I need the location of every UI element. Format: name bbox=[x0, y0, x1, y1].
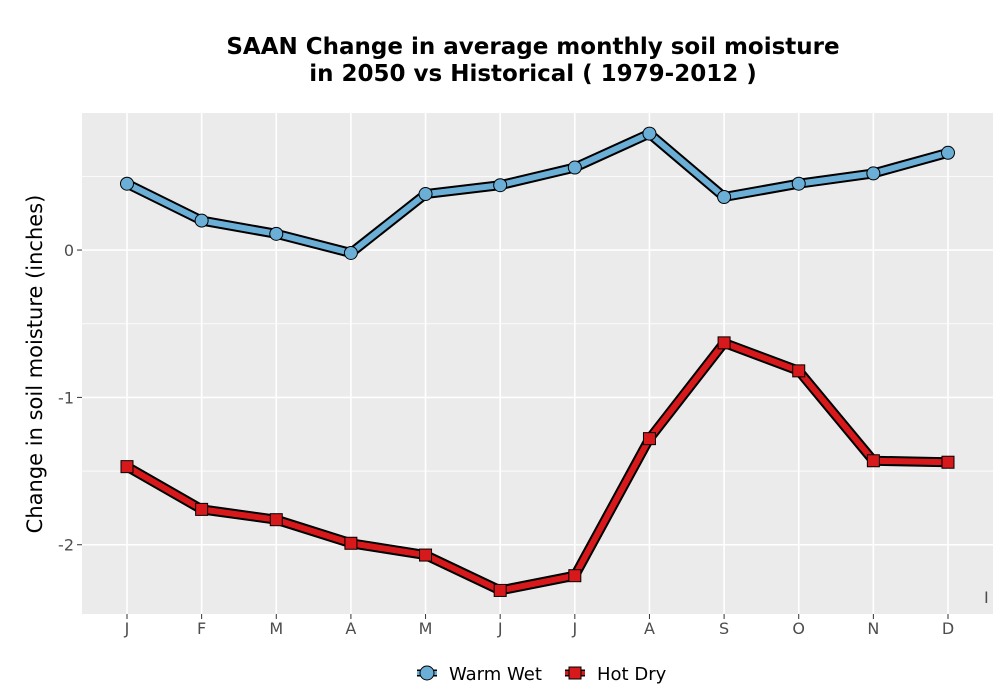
legend: Warm Wet Hot Dry bbox=[417, 664, 667, 685]
legend-warm-wet-label: Warm Wet bbox=[449, 664, 542, 685]
legend-warm-wet-marker bbox=[419, 665, 435, 681]
warm-wet-point bbox=[120, 176, 134, 191]
warm-wet-point bbox=[343, 245, 358, 260]
x-tick-label: N bbox=[867, 619, 879, 638]
warm-wet-point bbox=[493, 178, 508, 193]
hot-dry-point bbox=[419, 548, 433, 562]
warm-wet-point bbox=[269, 226, 284, 241]
legend-hot-dry-label: Hot Dry bbox=[597, 664, 667, 685]
warm-wet-point bbox=[194, 213, 209, 228]
hot-dry-point bbox=[568, 569, 582, 583]
x-tick-label: M bbox=[419, 619, 433, 638]
series-layer bbox=[120, 126, 955, 597]
warm-wet-line bbox=[124, 130, 951, 256]
hot-dry-point bbox=[941, 455, 955, 469]
x-tick-label: M bbox=[269, 619, 283, 638]
x-tick-label: A bbox=[345, 619, 356, 638]
hot-dry-line bbox=[124, 339, 951, 594]
warm-wet-point bbox=[642, 126, 657, 141]
y-axis-title: Change in soil moisture (inches) bbox=[23, 195, 47, 534]
axis-ticks: 0 -1 -2 J F M A M J J A S O N D bbox=[58, 241, 954, 638]
hot-dry-point bbox=[120, 460, 134, 474]
x-tick-label: S bbox=[719, 619, 729, 638]
plot-panel bbox=[82, 113, 993, 614]
hot-dry-point bbox=[269, 513, 283, 527]
x-tick-label: A bbox=[644, 619, 655, 638]
hot-dry-point bbox=[344, 536, 358, 550]
x-tick-label: J bbox=[497, 619, 503, 638]
x-tick-label: O bbox=[792, 619, 805, 638]
x-tick-label: D bbox=[942, 619, 954, 638]
hot-dry-point bbox=[866, 454, 880, 468]
warm-wet-point bbox=[941, 145, 955, 160]
x-tick-label: J bbox=[124, 619, 130, 638]
hot-dry-point bbox=[195, 502, 209, 516]
warm-wet-point bbox=[418, 187, 433, 202]
y-tick-label: -1 bbox=[58, 388, 74, 407]
warm-wet-point bbox=[791, 176, 806, 191]
x-tick-label: F bbox=[197, 619, 206, 638]
hot-dry-point bbox=[642, 432, 656, 446]
chart-title-line-1: SAAN Change in average monthly soil mois… bbox=[226, 34, 839, 60]
chart-title-line-2: in 2050 vs Historical ( 1979-2012 ) bbox=[309, 61, 756, 87]
hot-dry-point bbox=[717, 336, 731, 350]
warm-wet-point bbox=[866, 166, 881, 181]
legend-hot-dry-marker bbox=[568, 666, 582, 680]
x-tick-label: J bbox=[571, 619, 577, 638]
hot-dry-point bbox=[493, 583, 507, 597]
warm-wet-point bbox=[567, 160, 582, 175]
warm-wet-point bbox=[717, 189, 732, 204]
stray-edge-label: I bbox=[984, 588, 989, 607]
y-tick-label: -2 bbox=[58, 536, 74, 555]
hot-dry-point bbox=[792, 364, 806, 378]
y-tick-label: 0 bbox=[64, 241, 74, 260]
